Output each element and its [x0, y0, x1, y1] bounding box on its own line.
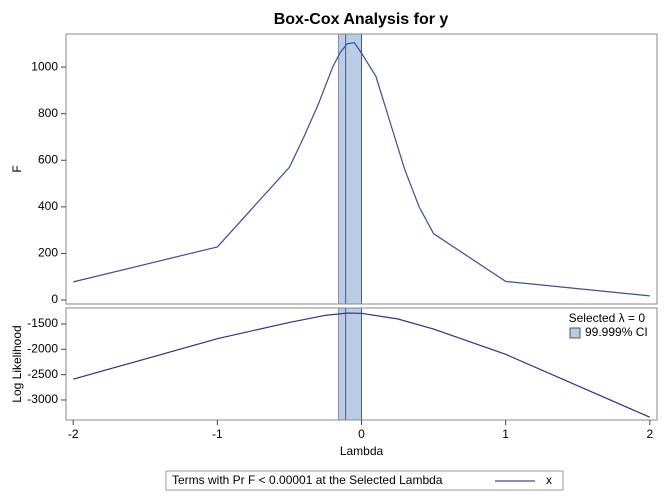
- data-line: [73, 41, 650, 297]
- data-line: [73, 312, 651, 418]
- legend-label: x: [546, 473, 552, 487]
- x-tick-label: 1: [502, 427, 509, 441]
- y-tick-label: 600: [38, 152, 58, 166]
- y-tick-label: -2500: [27, 367, 58, 381]
- y-tick-label: 1000: [31, 59, 58, 73]
- ci-band: [338, 33, 362, 305]
- y-tick-label: -1500: [27, 316, 58, 330]
- y-axis-label: Log Likelihood: [10, 325, 24, 402]
- y-tick-label: 800: [38, 106, 58, 120]
- legend-swatch: [569, 327, 581, 339]
- plot-frame: [65, 33, 658, 305]
- y-tick-label: 400: [38, 199, 58, 213]
- x-tick-label: -2: [68, 427, 79, 441]
- legend-box: [165, 470, 564, 491]
- legend-title: Terms with Pr F < 0.00001 at the Selecte…: [172, 473, 443, 487]
- y-tick-label: -2000: [27, 341, 58, 355]
- ci-band: [338, 307, 362, 421]
- legend-label: 99.999% CI: [585, 325, 648, 339]
- x-axis-label: Lambda: [340, 444, 384, 458]
- x-tick-label: 2: [646, 427, 653, 441]
- y-tick-label: -3000: [27, 392, 58, 406]
- y-axis-label: F: [10, 165, 24, 172]
- chart-title: Box-Cox Analysis for y: [274, 11, 449, 28]
- y-tick-label: 200: [38, 246, 58, 260]
- y-tick-label: 0: [51, 292, 58, 306]
- x-tick-label: 0: [358, 427, 365, 441]
- annotation: Selected λ = 0: [569, 311, 646, 325]
- x-tick-label: -1: [212, 427, 223, 441]
